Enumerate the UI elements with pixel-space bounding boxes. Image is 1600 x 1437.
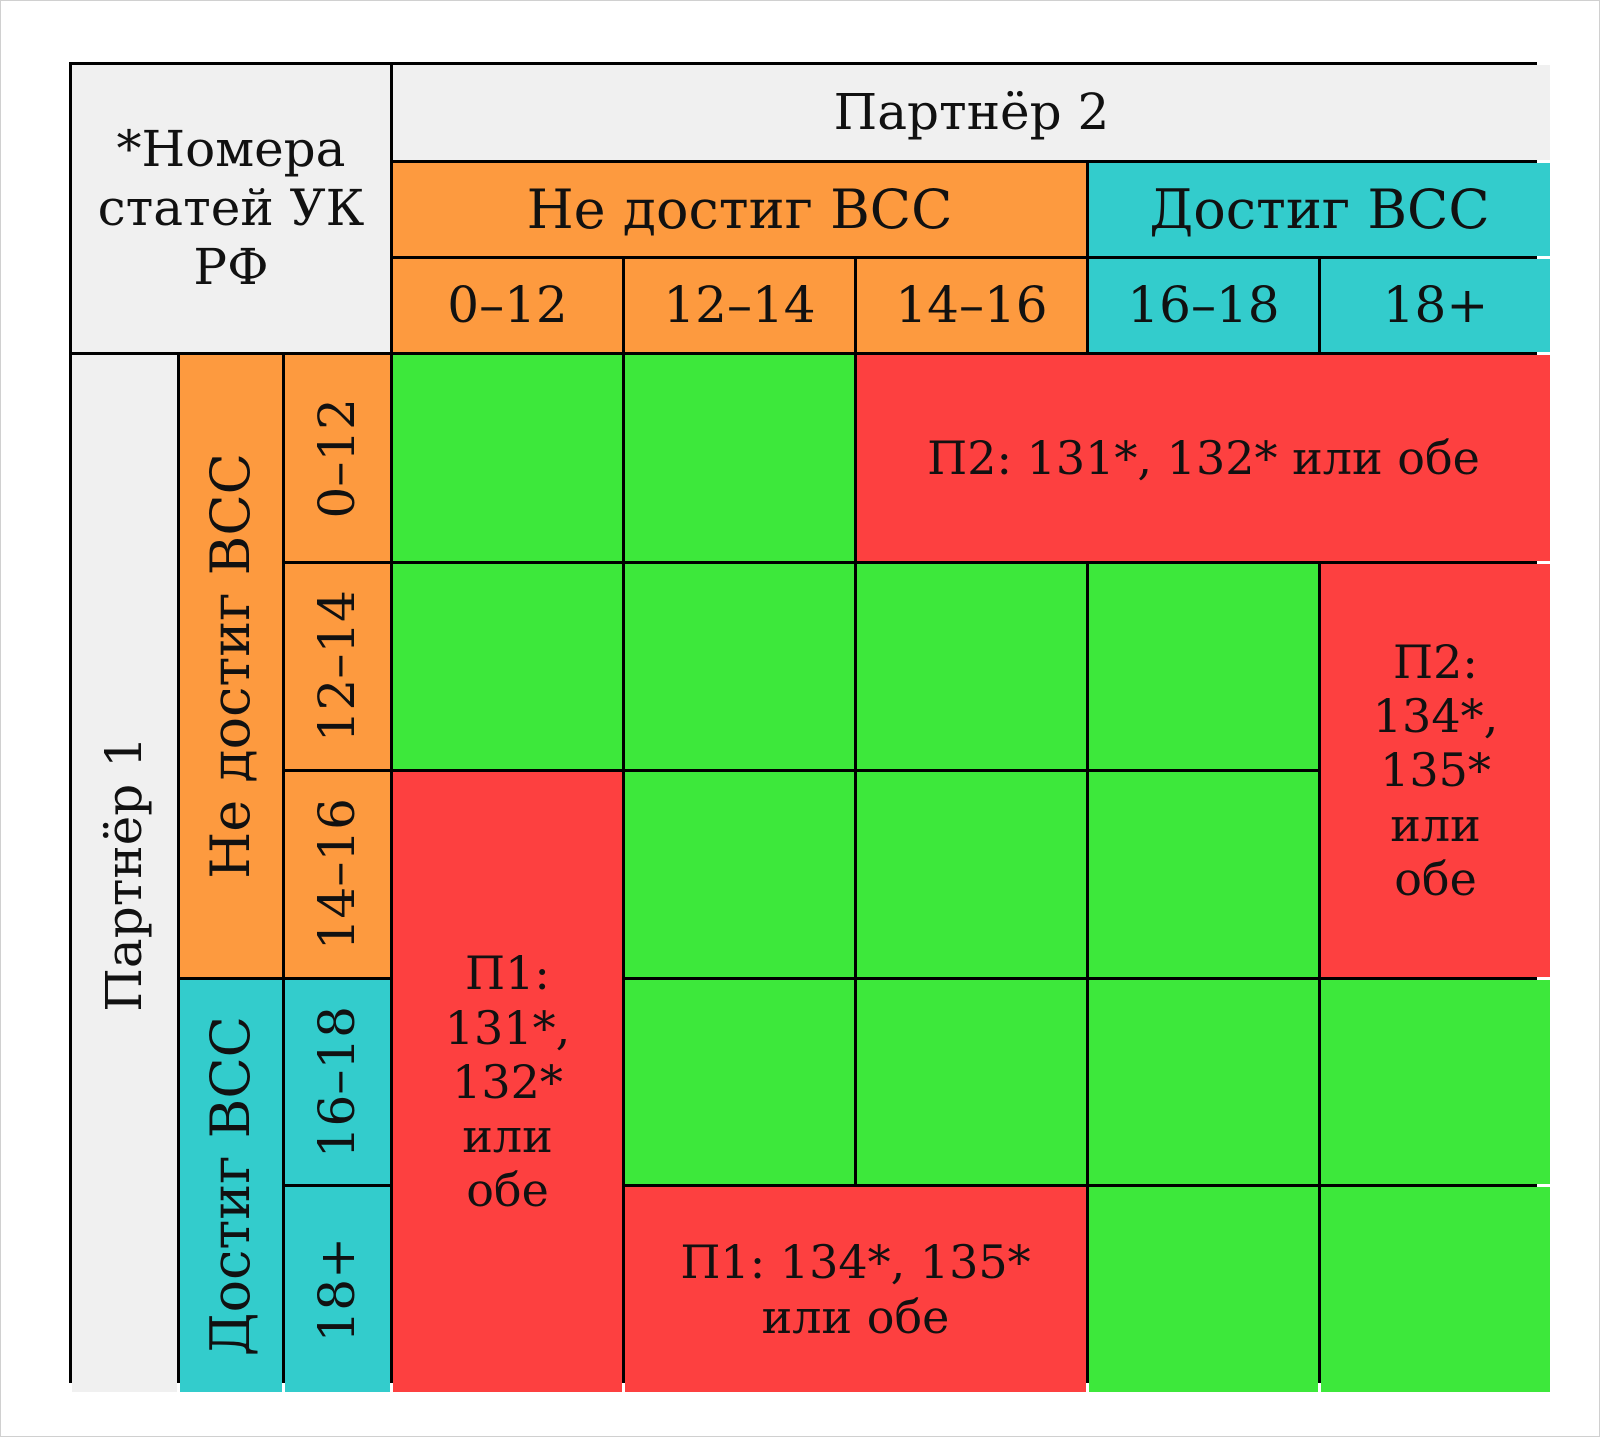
matrix-cell-r3-c4	[1089, 772, 1318, 977]
partner1-age-18plus: 18+	[285, 1187, 390, 1392]
matrix-cell-r1-c1	[393, 355, 622, 561]
offense-region-p2-right: П2: 134*, 135* или обе	[1321, 564, 1550, 977]
matrix-cell-r4-c3	[857, 980, 1086, 1184]
matrix-cell-r4-c5	[1321, 980, 1550, 1184]
matrix-cell-r3-c3	[857, 772, 1086, 977]
partner1-age-16-18: 16–18	[285, 980, 390, 1184]
partner2-age-16-18: 16–18	[1089, 259, 1318, 352]
offense-region-p1-bottom: П1: 134*, 135* или обе	[625, 1187, 1086, 1392]
partner2-label: Партнёр 2	[833, 83, 1110, 141]
partner2-age-12-14: 12–14	[625, 259, 854, 352]
matrix-cell-r1-c2	[625, 355, 854, 561]
partner2-age-18plus: 18+	[1321, 259, 1550, 352]
matrix-cell-r2-c3	[857, 564, 1086, 769]
offense-region-p2-top: П2: 131*, 132* или обе	[857, 355, 1550, 561]
partner1-group-not-reached: Не достиг ВСС	[180, 355, 282, 977]
partner1-label: Партнёр 1	[95, 735, 153, 1012]
partner1-age-14-16: 14–16	[285, 772, 390, 977]
partner2-group-reached: Достиг ВСС	[1089, 163, 1550, 256]
matrix-cell-r2-c4	[1089, 564, 1318, 769]
age-of-consent-matrix: *Номера статей УК РФ Партнёр 2 Не достиг…	[69, 62, 1550, 1392]
partner2-age-0-12: 0–12	[393, 259, 622, 352]
partner2-group-not-reached: Не достиг ВСС	[393, 163, 1086, 256]
matrix-cell-r3-c2	[625, 772, 854, 977]
matrix-cell-r2-c2	[625, 564, 854, 769]
partner1-header: Партнёр 1	[72, 355, 177, 1392]
partner2-header: Партнёр 2	[393, 65, 1550, 160]
corner-note: *Номера статей УК РФ	[72, 65, 390, 352]
matrix-cell-r2-c1	[393, 564, 622, 769]
offense-region-p1-left: П1: 131*, 132* или обе	[393, 772, 622, 1392]
partner2-age-14-16: 14–16	[857, 259, 1086, 352]
partner1-age-12-14: 12–14	[285, 564, 390, 769]
partner1-group-reached: Достиг ВСС	[180, 980, 282, 1392]
partner1-age-0-12: 0–12	[285, 355, 390, 561]
matrix-cell-r4-c4	[1089, 980, 1318, 1184]
matrix-cell-r5-c4	[1089, 1187, 1318, 1392]
matrix-cell-r4-c2	[625, 980, 854, 1184]
matrix-cell-r5-c5	[1321, 1187, 1550, 1392]
